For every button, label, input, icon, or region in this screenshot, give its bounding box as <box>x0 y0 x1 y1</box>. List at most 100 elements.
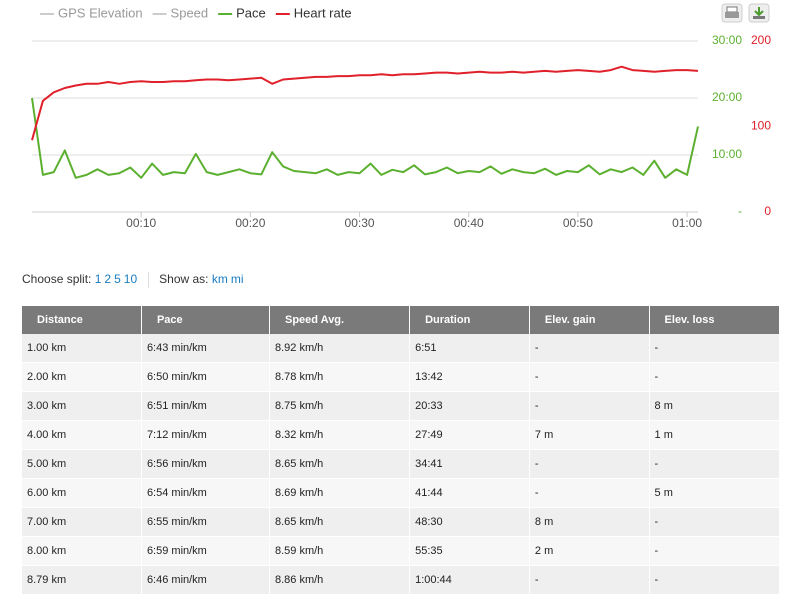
table-row: 2.00 km 6:50 min/km 8.78 km/h 13:42- - <box>22 362 781 392</box>
table-cell: 48:30 <box>409 507 530 537</box>
table-cell: 8.59 km/h <box>269 536 411 566</box>
table-cell: 4.00 km <box>22 420 142 450</box>
table-cell: 41:44 <box>409 478 530 508</box>
table-cell: 8.65 km/h <box>269 507 411 537</box>
legend-label[interactable]: Speed <box>171 5 209 20</box>
table-row: 8.79 km 6:46 min/km 8.86 km/h 1:00:44- - <box>22 565 781 595</box>
x-tick-label: 00:30 <box>345 216 375 230</box>
table-cell: - <box>649 507 781 537</box>
table-cell: 55:35 <box>409 536 530 566</box>
table-cell: 1 m <box>649 420 781 450</box>
table-cell: 8.69 km/h <box>269 478 411 508</box>
table-cell: 6:59 min/km <box>141 536 271 566</box>
y-tick-label: 30:00 <box>712 33 742 47</box>
table-cell: - <box>529 478 650 508</box>
split-link[interactable]: 10 <box>123 272 138 287</box>
header-cell: Pace <box>141 306 271 334</box>
table-cell: 8.78 km/h <box>269 362 411 392</box>
table-cell: 6:51 <box>409 334 530 363</box>
x-tick-label: 00:20 <box>235 216 265 230</box>
table-cell: 1:00:44 <box>409 565 530 595</box>
table-cell: 6:46 min/km <box>141 565 271 595</box>
table-cell: - <box>649 449 781 479</box>
table-cell: 8.92 km/h <box>269 334 411 363</box>
y-tick-label: - <box>738 204 742 218</box>
table-cell: - <box>649 362 781 392</box>
table-cell: - <box>649 565 781 595</box>
header-cell: Speed Avg. <box>269 306 411 334</box>
split-link[interactable]: 5 <box>114 272 121 287</box>
table-cell: 1.00 km <box>22 334 142 363</box>
show-label: Show as: <box>159 272 209 287</box>
table-cell: 2.00 km <box>22 362 142 392</box>
legend-label[interactable]: GPS Elevation <box>58 5 143 20</box>
table-cell: - <box>649 536 781 566</box>
header-cell: Distance <box>22 306 142 334</box>
y-tick-label: 10:00 <box>712 147 742 161</box>
table-cell: - <box>649 334 781 363</box>
table-cell: - <box>529 565 650 595</box>
header-cell: Duration <box>409 306 530 334</box>
series-line <box>31 65 699 141</box>
legend-label[interactable]: Pace <box>236 5 266 20</box>
table-cell: - <box>529 391 650 421</box>
split-controls: Choose split: 1 2 5 10 Show as: km mi <box>22 272 247 288</box>
unit-link[interactable]: km <box>211 272 228 287</box>
table-cell: 5.00 km <box>22 449 142 479</box>
split-label: Choose split: <box>22 272 92 287</box>
table-cell: 7.00 km <box>22 507 142 537</box>
table-cell: 8.00 km <box>22 536 142 566</box>
split-link[interactable]: 2 <box>104 272 112 287</box>
table-row: 5.00 km 6:56 min/km 8.65 km/h 34:41- - <box>22 449 781 479</box>
table-cell: 6:51 min/km <box>141 391 271 421</box>
header-row: Distance Pace Speed Avg. Duration Elev. gain… <box>22 306 781 334</box>
chart: GPS Elevation Speed Pace Heart rate - 10:00 20… <box>31 3 771 230</box>
y2-tick-label: 200 <box>751 33 771 47</box>
table-cell: 8.86 km/h <box>269 565 411 595</box>
header-cell: Elev. gain <box>529 306 650 334</box>
split-link[interactable]: 1 <box>94 272 102 287</box>
table-cell: 34:41 <box>409 449 530 479</box>
series-line <box>31 97 699 179</box>
header-cell: Elev. loss <box>649 306 781 334</box>
x-tick-label: 00:10 <box>126 216 156 230</box>
legend-label[interactable]: Heart rate <box>294 5 352 20</box>
x-tick-label: 00:50 <box>563 216 593 230</box>
table-cell: 27:49 <box>409 420 530 450</box>
table-cell: 7:12 min/km <box>141 420 271 450</box>
table-row: 3.00 km 6:51 min/km 8.75 km/h 20:33-8 m <box>22 391 781 421</box>
table-cell: 8.32 km/h <box>269 420 411 450</box>
table-cell: 6.00 km <box>22 478 142 508</box>
table-row: 1.00 km 6:43 min/km 8.92 km/h 6:51- - <box>22 334 781 363</box>
table-row: 8.00 km 6:59 min/km 8.59 km/h 55:35 2 m- <box>22 536 781 566</box>
table-cell: 8.75 km/h <box>269 391 411 421</box>
x-tick-label: 01:00 <box>672 216 702 230</box>
table-cell: 5 m <box>649 478 781 508</box>
table-cell: 7 m <box>529 420 650 450</box>
table-cell: 6:56 min/km <box>141 449 271 479</box>
table-cell: 6:43 min/km <box>141 334 271 363</box>
x-tick-label: 00:40 <box>454 216 484 230</box>
table-cell: 6:55 min/km <box>141 507 271 537</box>
table-row: 7.00 km 6:55 min/km 8.65 km/h 48:30 8 m- <box>22 507 781 537</box>
table-cell: - <box>529 334 650 363</box>
table-row: 6.00 km 6:54 min/km 8.69 km/h 41:44-5 m <box>22 478 781 508</box>
unit-link[interactable]: mi <box>230 272 244 287</box>
separator <box>148 272 150 288</box>
table-cell: 20:33 <box>409 391 530 421</box>
print-icon[interactable] <box>721 3 743 23</box>
table-cell: 8 m <box>529 507 650 537</box>
y2-tick-label: 0 <box>764 204 771 218</box>
download-icon[interactable] <box>748 3 770 23</box>
y-tick-label: 20:00 <box>712 90 742 104</box>
y2-tick-label: 100 <box>751 119 771 133</box>
table-cell: 6:54 min/km <box>141 478 271 508</box>
table-cell: 8.79 km <box>22 565 142 595</box>
table-cell: 13:42 <box>409 362 530 392</box>
table-cell: - <box>529 449 650 479</box>
table-cell: 3.00 km <box>22 391 142 421</box>
table-cell: 8 m <box>649 391 781 421</box>
table-cell: 8.65 km/h <box>269 449 411 479</box>
